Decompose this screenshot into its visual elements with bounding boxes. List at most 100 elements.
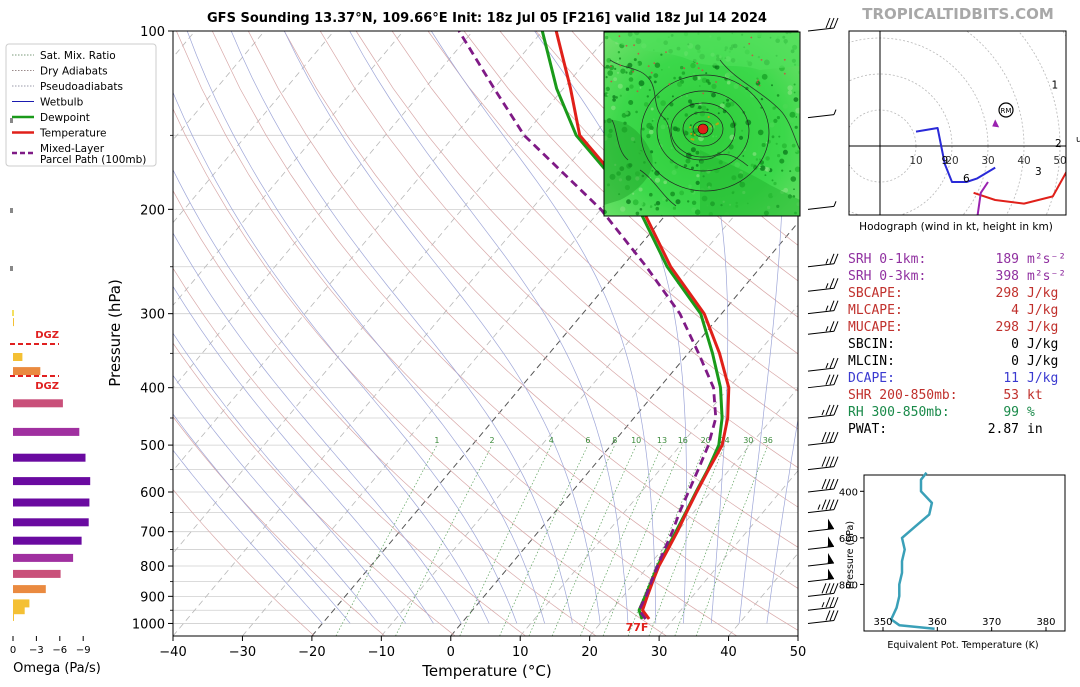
wind-barb	[807, 456, 839, 471]
stat-value: 53	[1003, 388, 1019, 403]
theta-e-ylabel: Pressure (hPa)	[845, 521, 856, 589]
stat-value: 2.87	[988, 422, 1019, 437]
wind-barb	[807, 499, 839, 514]
p-tick-label: 100	[140, 25, 165, 40]
legend-label: Sat. Mix. Ratio	[40, 50, 116, 62]
theta-e-y-tick: 400	[839, 487, 858, 498]
legend-label: Parcel Path (100mb)	[40, 154, 146, 166]
omega-bar	[13, 399, 63, 408]
omega-tick-label: 0	[10, 645, 16, 656]
x-tick-label: 30	[651, 645, 668, 660]
omega-bar	[13, 427, 80, 436]
hodograph-segment-6-9km	[976, 181, 989, 215]
omega-bar	[13, 477, 91, 486]
wind-barb	[807, 597, 839, 611]
hodograph-segment-9km-plus	[915, 127, 996, 183]
x-tick-label: −40	[159, 645, 186, 660]
stat-value: 0	[1011, 337, 1019, 352]
stat-label: RH 300-850mb:	[848, 405, 950, 420]
hodograph-height-label: 6	[963, 173, 970, 185]
omega-tick-label: −9	[76, 645, 91, 656]
wind-barb	[807, 17, 839, 32]
rm-label: RM	[1001, 107, 1012, 115]
wind-barb	[807, 374, 839, 389]
mixing-ratio-label: 8	[612, 436, 617, 445]
omega-bar	[13, 367, 41, 376]
omega-bar	[13, 318, 14, 327]
wind-barb	[807, 321, 839, 335]
stat-label: SBCAPE:	[848, 286, 903, 301]
stat-row: PWAT: 2.87 in	[848, 422, 1043, 437]
wind-barb	[807, 357, 839, 372]
wind-barb	[807, 583, 839, 597]
hodograph-ring-label: 40	[1017, 155, 1030, 167]
legend-item: Dewpoint	[12, 112, 90, 124]
p-tick-label: 300	[140, 308, 165, 323]
p-tick-label: 600	[140, 486, 165, 501]
dgz-label-bottom: DGZ	[35, 381, 59, 392]
legend-item: Wetbulb	[12, 97, 84, 109]
stat-unit: kt	[1027, 388, 1043, 403]
stat-unit: J/kg	[1027, 286, 1058, 301]
stats-table: SRH 0-1km: 189 m²s⁻² SRH 0-3km: 398 m²s⁻² SBCA…	[848, 252, 1066, 437]
theta-e-line	[889, 471, 935, 630]
legend-item: Temperature	[12, 128, 107, 140]
legend-label: Mixed-Layer	[40, 143, 105, 155]
stat-value: 11	[1003, 371, 1019, 386]
legend-item: Dry Adiabats	[12, 66, 108, 78]
dgz-label-top: DGZ	[35, 330, 59, 341]
stat-unit: %	[1027, 405, 1035, 420]
surface-temp-label: 77F	[626, 621, 649, 634]
stat-label: MLCAPE:	[848, 303, 903, 318]
p-tick-label: 400	[140, 382, 165, 397]
stat-label: SRH 0-3km:	[848, 269, 926, 284]
stat-label: PWAT:	[848, 422, 887, 437]
wind-barb	[807, 201, 837, 210]
omega-bar	[13, 498, 90, 507]
wind-barb	[807, 610, 839, 624]
wind-barb	[807, 404, 839, 419]
omega-bar	[13, 585, 46, 594]
x-tick-label: 40	[720, 645, 737, 660]
stat-unit: in	[1027, 422, 1043, 437]
hodograph-ring-label: 50	[1053, 155, 1066, 167]
omega-bar	[13, 453, 86, 462]
theta-e-x-tick: 380	[1036, 617, 1055, 628]
stat-value: 298	[996, 286, 1019, 301]
theta-e-panel: 350 360 370 380 400 600 800 Equivalent Pot. Te…	[839, 471, 1066, 651]
theta-e-y-tick: 600	[839, 534, 858, 545]
legend-item: Sat. Mix. Ratio	[12, 50, 116, 62]
skewt-ylabel: Pressure (hPa)	[106, 279, 124, 387]
hodograph-height-label: 3	[1035, 166, 1042, 178]
mixing-ratio-label: 4	[549, 436, 554, 445]
sounding-location-marker	[697, 123, 709, 135]
rm-marker	[998, 102, 1014, 118]
hodograph-ring-label: 10	[909, 155, 922, 167]
p-tick-label: 800	[140, 560, 165, 575]
x-tick-label: −20	[298, 645, 325, 660]
hodograph-ring-label: 20	[945, 155, 958, 167]
stat-label: SRH 0-1km:	[848, 252, 926, 267]
wind-barb	[807, 431, 839, 446]
omega-bar	[13, 536, 82, 545]
stat-value: 0	[1011, 354, 1019, 369]
wind-barb	[807, 253, 839, 268]
stat-value: 4	[1011, 303, 1019, 318]
stat-unit: m²s⁻²	[1027, 269, 1066, 284]
theta-e-xlabel: Equivalent Pot. Temperature (K)	[887, 640, 1038, 651]
wind-barbs	[807, 17, 839, 624]
brand-watermark: TROPICALTIDBITS.COM	[862, 5, 1054, 23]
wind-barb	[807, 278, 839, 292]
mixing-ratio-label: 16	[678, 436, 688, 445]
hodograph-height-label: 2	[1055, 138, 1062, 150]
hodograph-edge-mark: u	[1076, 135, 1080, 145]
stat-label: MLCIN:	[848, 354, 895, 369]
skewt-xlabel: Temperature (°C)	[421, 662, 551, 680]
omega-panel: 0 −3 −6 −9 DGZ DGZ Omega (Pa/s)	[10, 118, 101, 676]
mixing-ratio-label: 36	[763, 436, 773, 445]
wind-barb	[807, 568, 835, 583]
wind-barb	[807, 536, 835, 550]
hodograph-caption: Hodograph (wind in kt, height in km)	[859, 221, 1053, 233]
hodograph-height-label: 1	[1051, 79, 1058, 91]
